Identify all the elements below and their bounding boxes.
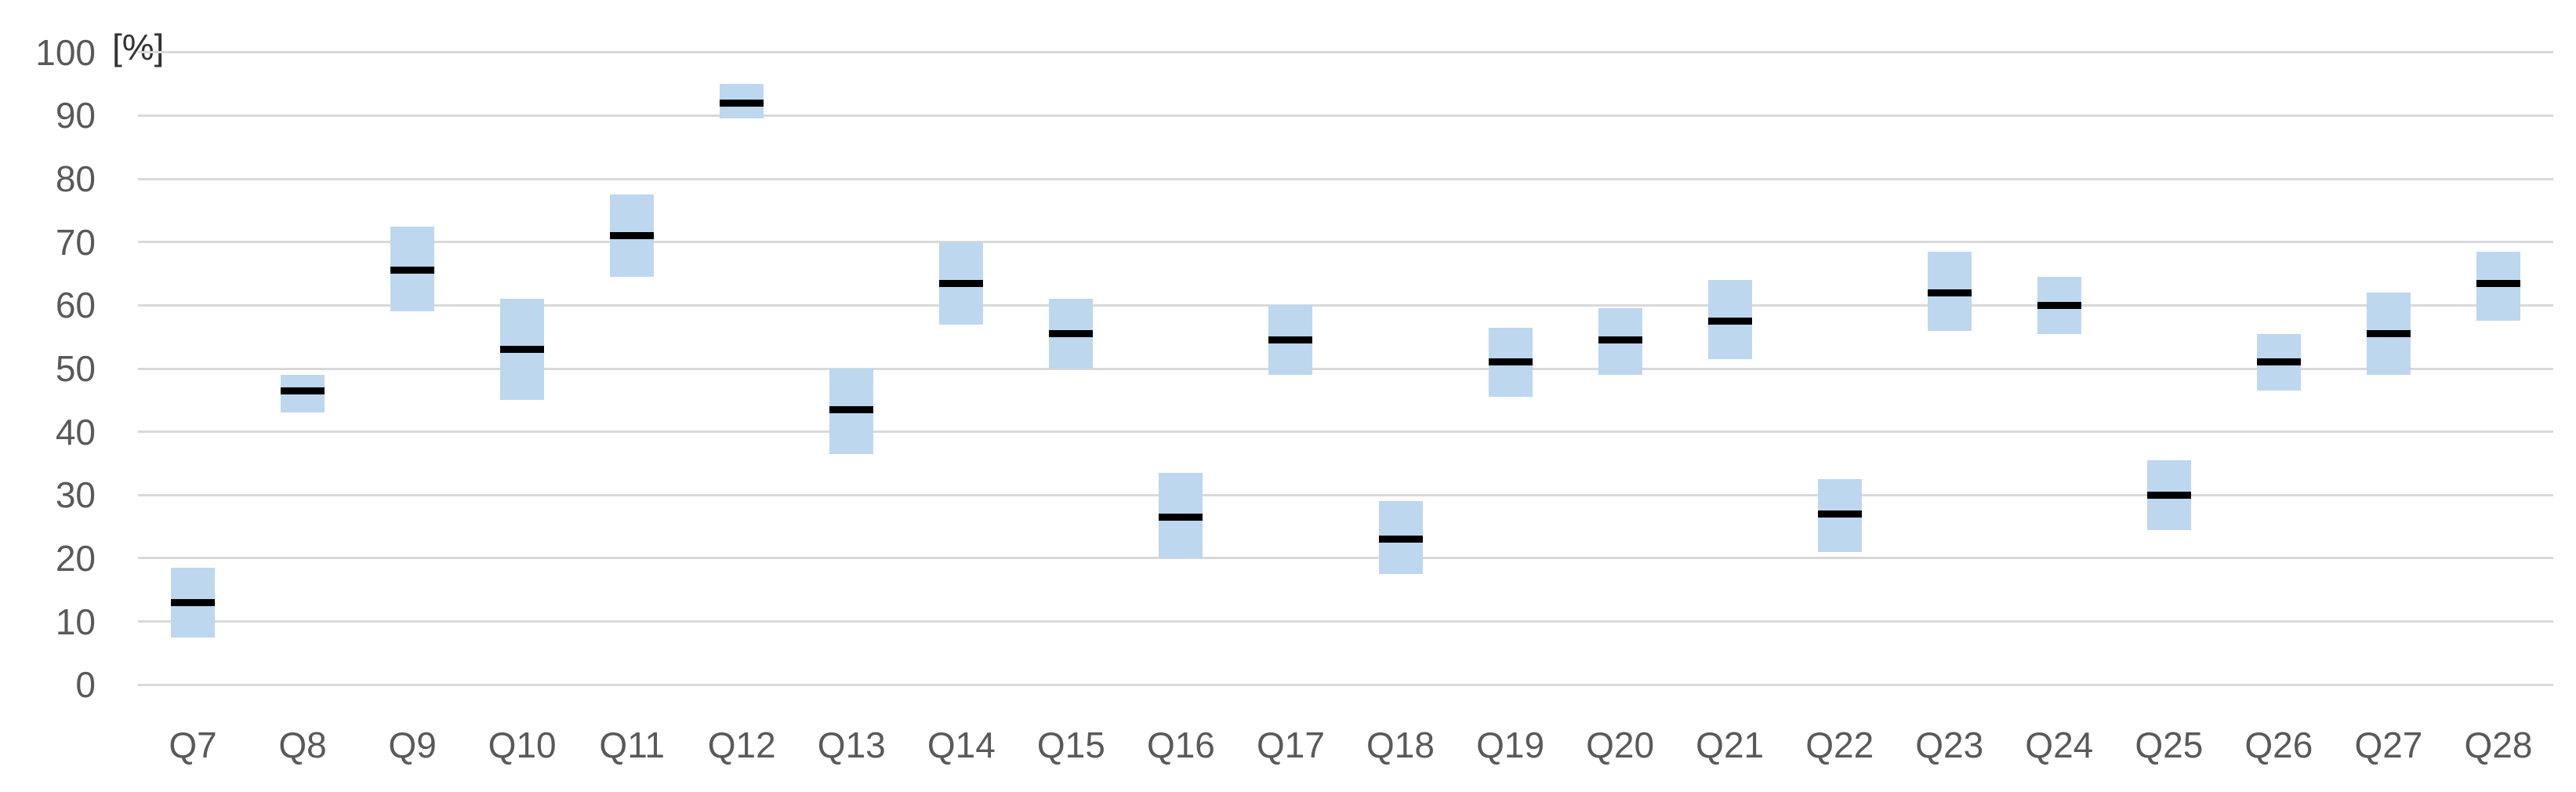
gridline-40 bbox=[138, 431, 2553, 434]
median-line-Q19 bbox=[1488, 358, 1533, 366]
gridline-70 bbox=[138, 241, 2553, 244]
gridline-60 bbox=[138, 303, 2553, 307]
median-line-Q25 bbox=[2146, 491, 2191, 499]
x-tick-label-Q20: Q20 bbox=[1586, 725, 1655, 765]
y-tick-label-70: 70 bbox=[55, 221, 96, 263]
x-tick-label-Q28: Q28 bbox=[2464, 725, 2533, 765]
x-tick-label-Q16: Q16 bbox=[1146, 725, 1215, 765]
x-tick-label-Q21: Q21 bbox=[1696, 725, 1765, 765]
y-tick-label-60: 60 bbox=[55, 285, 96, 326]
x-tick-label-Q22: Q22 bbox=[1805, 725, 1874, 765]
x-tick-label-Q18: Q18 bbox=[1366, 725, 1435, 765]
x-tick-label-Q12: Q12 bbox=[707, 725, 776, 765]
median-line-Q14 bbox=[939, 279, 984, 287]
median-line-Q28 bbox=[2476, 279, 2520, 287]
y-tick-label-100: 100 bbox=[35, 31, 96, 73]
median-line-Q8 bbox=[281, 387, 325, 394]
median-line-Q24 bbox=[2037, 301, 2081, 309]
median-line-Q23 bbox=[1927, 289, 1972, 296]
median-line-Q26 bbox=[2256, 358, 2301, 366]
x-tick-label-Q24: Q24 bbox=[2025, 725, 2094, 765]
y-tick-label-50: 50 bbox=[55, 348, 96, 389]
x-tick-label-Q27: Q27 bbox=[2354, 725, 2423, 765]
median-line-Q9 bbox=[390, 267, 435, 274]
y-tick-label-0: 0 bbox=[75, 664, 96, 706]
x-tick-label-Q11: Q11 bbox=[599, 725, 665, 765]
y-tick-label-10: 10 bbox=[55, 601, 96, 642]
median-line-Q10 bbox=[500, 346, 545, 354]
x-tick-label-Q26: Q26 bbox=[2244, 725, 2313, 765]
median-line-Q11 bbox=[610, 232, 655, 240]
y-tick-label-40: 40 bbox=[55, 411, 96, 452]
median-line-Q12 bbox=[720, 99, 764, 107]
gridline-80 bbox=[138, 177, 2553, 180]
y-tick-label-90: 90 bbox=[55, 95, 96, 136]
median-line-Q22 bbox=[1817, 510, 1862, 518]
x-tick-label-Q25: Q25 bbox=[2135, 725, 2204, 765]
median-line-Q27 bbox=[2366, 330, 2411, 338]
y-tick-label-80: 80 bbox=[55, 158, 96, 200]
median-line-Q16 bbox=[1159, 514, 1203, 521]
gridline-0 bbox=[138, 683, 2553, 686]
median-line-Q18 bbox=[1378, 536, 1423, 543]
x-tick-label-Q7: Q7 bbox=[169, 725, 217, 765]
x-tick-label-Q8: Q8 bbox=[278, 725, 327, 765]
gridline-30 bbox=[138, 493, 2553, 496]
gridline-100 bbox=[138, 51, 2553, 54]
median-line-Q13 bbox=[829, 405, 874, 413]
x-tick-label-Q13: Q13 bbox=[817, 725, 886, 765]
x-tick-label-Q19: Q19 bbox=[1476, 725, 1545, 765]
median-line-Q15 bbox=[1049, 330, 1094, 338]
x-tick-label-Q23: Q23 bbox=[1915, 725, 1984, 765]
median-line-Q20 bbox=[1598, 336, 1642, 344]
gridline-50 bbox=[138, 367, 2553, 370]
y-tick-label-30: 30 bbox=[55, 474, 96, 516]
y-tick-label-20: 20 bbox=[55, 537, 96, 579]
x-tick-label-Q15: Q15 bbox=[1036, 725, 1105, 765]
median-line-Q7 bbox=[171, 598, 216, 606]
x-tick-label-Q17: Q17 bbox=[1256, 725, 1325, 765]
median-line-Q21 bbox=[1707, 318, 1752, 325]
x-tick-label-Q14: Q14 bbox=[927, 725, 996, 765]
median-line-Q17 bbox=[1268, 336, 1313, 344]
x-tick-label-Q10: Q10 bbox=[488, 725, 557, 765]
gridline-10 bbox=[138, 620, 2553, 623]
gridline-20 bbox=[138, 557, 2553, 560]
gridline-90 bbox=[138, 114, 2553, 117]
x-tick-label-Q9: Q9 bbox=[388, 725, 437, 765]
y-axis-unit-label: [%] bbox=[112, 27, 165, 67]
